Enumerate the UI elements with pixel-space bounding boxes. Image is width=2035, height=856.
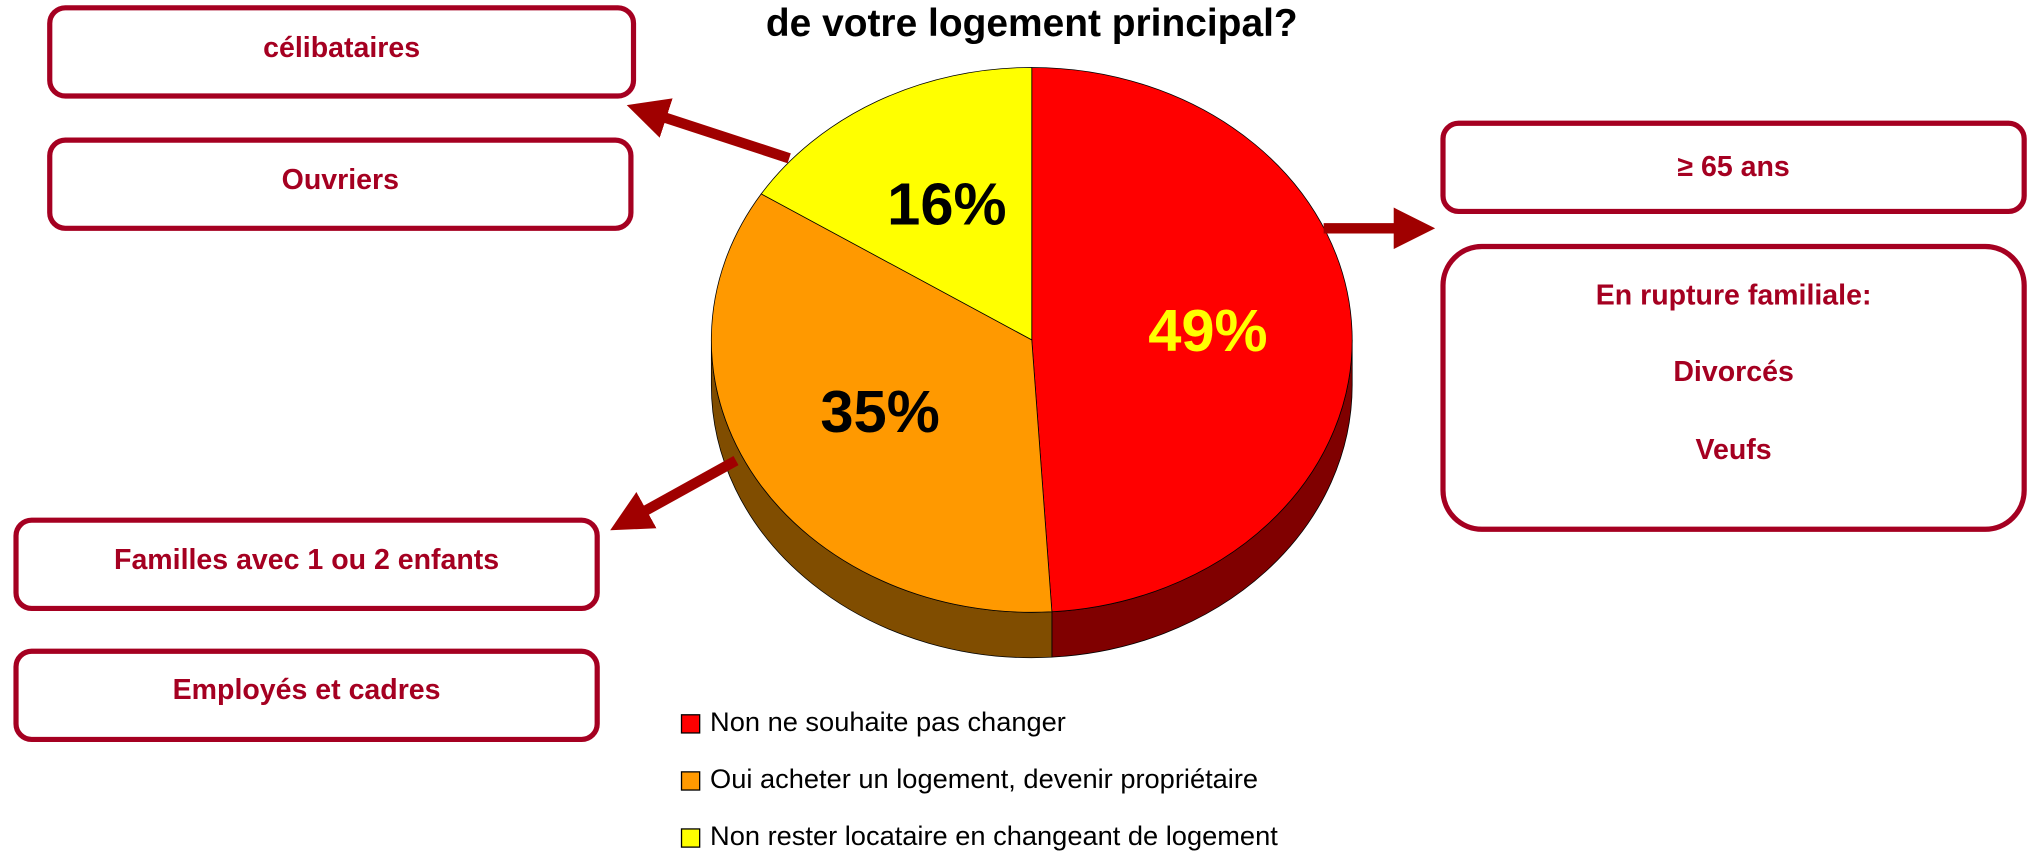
annotation: Employés et cadres (173, 674, 441, 706)
annotation: Familles avec 1 ou 2 enfants (114, 544, 499, 576)
legend-label: Non ne souhaite pas changer (710, 706, 1066, 737)
annotation-box (47, 5, 637, 99)
annotation: Ouvriers (282, 164, 399, 196)
annotation-box (13, 517, 600, 612)
data-label: 16% (887, 170, 1006, 237)
legend-label: Non rester locataire en changeant de log… (710, 820, 1278, 851)
annotation-box (1440, 120, 2027, 215)
arrow (626, 98, 791, 164)
pie: 49% 35% 16% (710, 67, 1353, 659)
annotation-box (47, 137, 634, 231)
slice (710, 193, 1053, 613)
arrow (610, 455, 739, 531)
legend-swatch (680, 828, 701, 848)
legend-swatch (680, 714, 701, 734)
legend-label: Oui acheter un logement, devenir proprié… (710, 763, 1258, 794)
annotation: célibataires (263, 32, 420, 64)
data-label: 35% (820, 378, 939, 445)
slice (760, 67, 1033, 341)
slice (1031, 67, 1353, 613)
annotation-box (13, 648, 600, 743)
data-label: 49% (1148, 297, 1267, 364)
annotation: ≥ 65 ans (1677, 151, 1789, 183)
chart-title: de votre logement principal? (766, 2, 1298, 45)
annotation: Divorcés (1673, 356, 1793, 388)
annotation-box (1440, 243, 2027, 532)
annotation: Veufs (1696, 434, 1772, 466)
annotation: En rupture familiale: (1596, 280, 1872, 312)
legend-swatch (680, 771, 701, 791)
